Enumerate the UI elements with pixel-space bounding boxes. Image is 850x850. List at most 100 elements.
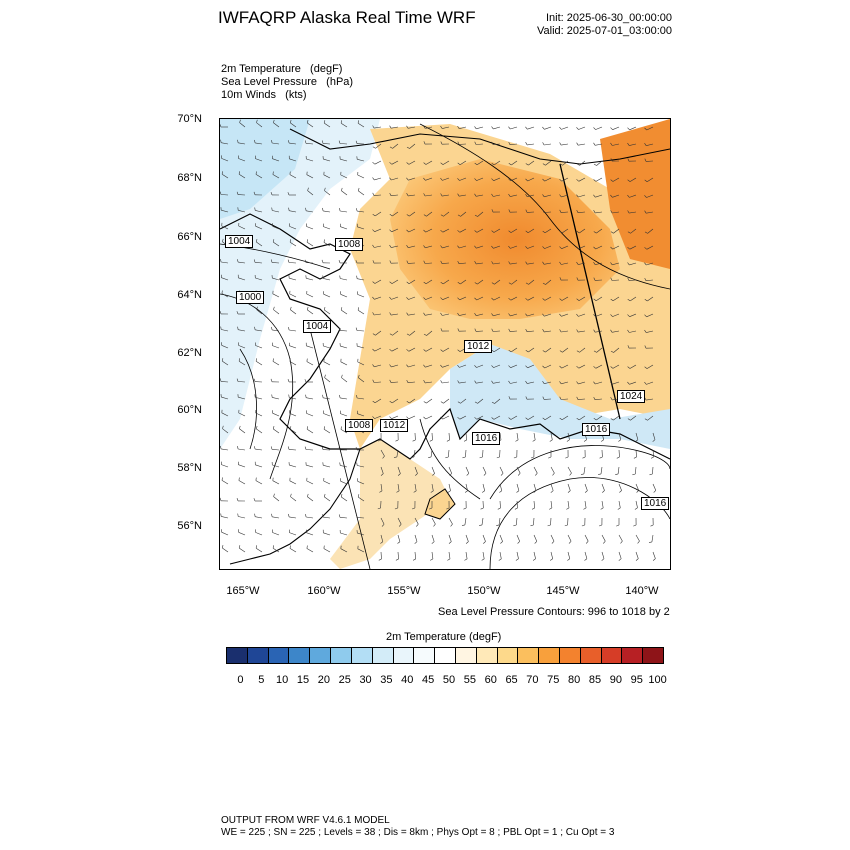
wind-barb-flag: [430, 490, 434, 493]
lon-label: 155°W: [387, 585, 421, 597]
wind-barb-flag: [271, 513, 273, 517]
wind-barb: [612, 330, 620, 333]
wind-barb: [255, 174, 263, 179]
wind-barb-flag: [423, 229, 426, 233]
wind-barb: [323, 548, 331, 553]
wind-barb-flag: [323, 239, 325, 243]
wind-barb-flag: [423, 193, 426, 197]
wind-barb: [629, 262, 637, 266]
wind-barb: [340, 532, 348, 536]
wind-barb: [646, 143, 654, 146]
wind-barb: [612, 211, 620, 214]
wind-barb: [391, 228, 399, 233]
wind-barb: [357, 548, 365, 553]
wind-barb-flag: [580, 473, 584, 475]
wind-barb-flag: [627, 314, 630, 317]
wind-barb: [647, 296, 654, 302]
wind-barb: [271, 262, 280, 264]
wind-barb: [516, 517, 518, 526]
wind-barb-flag: [525, 298, 528, 301]
wind-barb-flag: [508, 328, 511, 332]
wind-barb: [221, 173, 229, 179]
wind-barb: [409, 143, 416, 149]
wind-barb-flag: [389, 348, 392, 352]
wind-barb: [391, 279, 399, 284]
wind-barb: [306, 413, 314, 417]
wind-barb-flag: [220, 259, 222, 263]
wind-barb: [629, 313, 637, 317]
colorbar-cell: [393, 648, 415, 663]
wind-barb: [595, 364, 603, 369]
wind-barb: [221, 158, 229, 162]
wind-barb: [431, 534, 435, 542]
wind-barb-flag: [559, 350, 563, 353]
wind-barb-flag: [423, 214, 427, 217]
wind-barb-flag: [372, 416, 375, 419]
wind-barb-flag: [288, 327, 290, 331]
wind-barb: [391, 126, 399, 129]
wind-barb: [578, 381, 586, 385]
wind-barb: [238, 360, 246, 366]
wind-barb-flag: [372, 213, 376, 217]
wind-barb: [527, 126, 535, 130]
wind-barb: [238, 464, 246, 468]
wind-barb-flag: [513, 456, 517, 459]
wind-barb-flag: [256, 306, 258, 310]
wind-barb-flag: [322, 394, 324, 398]
wind-barb: [562, 160, 569, 166]
wind-barb: [255, 532, 263, 536]
wind-barb-flag: [525, 350, 529, 353]
wind-barb-flag: [340, 307, 343, 311]
wind-barb: [374, 398, 382, 404]
wind-barb-flag: [610, 329, 613, 333]
wind-barb: [391, 364, 399, 368]
wind-barb-flag: [357, 307, 359, 311]
wind-barb-flag: [644, 262, 647, 266]
wind-barb: [465, 551, 468, 559]
wind-barb-flag: [627, 277, 630, 281]
wind-barb: [492, 143, 501, 145]
wind-barb-flag: [542, 350, 546, 353]
wind-barb: [323, 413, 331, 417]
wind-barb-flag: [474, 328, 477, 332]
wind-barb-flag: [393, 456, 397, 458]
wind-barb-flag: [474, 141, 477, 145]
wind-barb: [459, 160, 467, 165]
wind-barb: [356, 330, 365, 332]
wind-barb-flag: [457, 401, 461, 404]
wind-barb-flag: [542, 126, 545, 130]
wind-barb-flag: [253, 191, 256, 195]
wind-barb: [528, 279, 535, 285]
wind-barb-flag: [389, 364, 392, 368]
wind-barb-flag: [464, 558, 468, 561]
wind-barb-flag: [576, 231, 580, 234]
wind-barb: [272, 516, 280, 519]
map-panel: 1004 1008 1000 1004 1012 1008 1012 1016 …: [219, 118, 671, 570]
wind-barb-flag: [238, 545, 241, 549]
wind-barb: [618, 551, 622, 559]
wind-barb-flag: [644, 418, 648, 421]
wind-barb-flag: [542, 178, 545, 182]
wind-barb-flag: [496, 456, 500, 459]
wind-barb: [426, 211, 433, 217]
wind-barb-flag: [288, 207, 290, 211]
wind-barb: [550, 483, 554, 491]
wind-barb-flag: [474, 282, 478, 285]
wind-barb: [289, 241, 297, 247]
wind-barb-flag: [411, 456, 415, 458]
contour-label: 1012: [464, 340, 493, 353]
wind-barb-flag: [457, 141, 460, 145]
wind-barb-flag: [423, 177, 426, 181]
wind-barb-flag: [395, 558, 399, 561]
wind-barb-flag: [465, 541, 469, 544]
wind-barb: [652, 432, 656, 440]
wind-barb: [595, 296, 603, 301]
wind-barb: [493, 364, 501, 368]
wind-barb-flag: [569, 472, 572, 476]
wind-barb-flag: [440, 401, 444, 404]
wind-barb: [357, 278, 365, 281]
wind-barb: [442, 126, 450, 129]
wind-barb-flag: [457, 214, 461, 217]
wind-barb-flag: [324, 493, 326, 497]
colorbar-cell: [414, 648, 436, 663]
